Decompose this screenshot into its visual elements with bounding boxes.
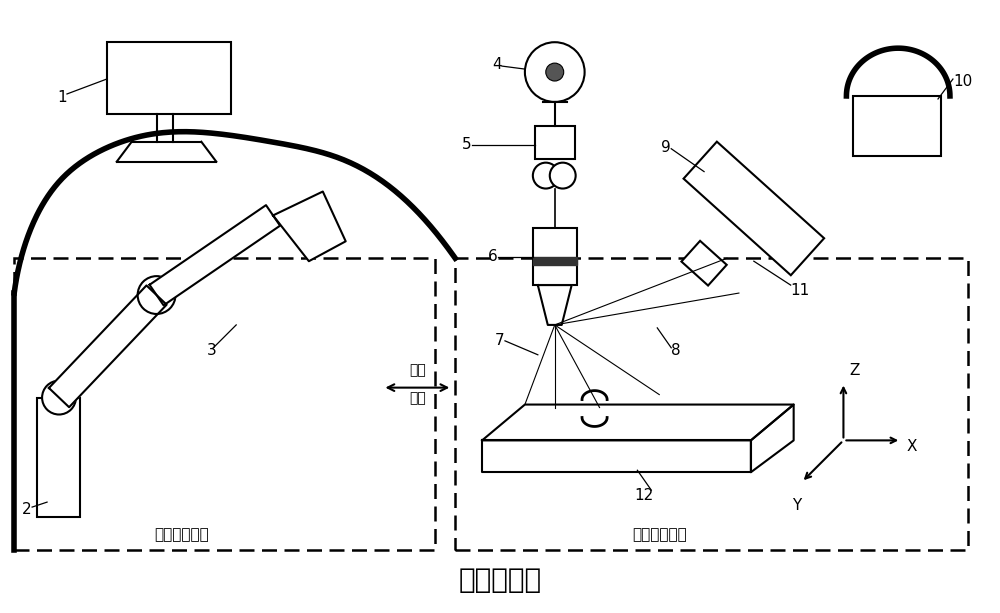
Circle shape [525, 42, 585, 102]
Text: 加工: 加工 [409, 392, 426, 406]
Text: 12: 12 [634, 488, 654, 503]
Polygon shape [273, 191, 346, 261]
FancyBboxPatch shape [533, 229, 577, 285]
Circle shape [550, 162, 576, 189]
Polygon shape [150, 205, 280, 305]
Text: 2: 2 [22, 502, 32, 517]
Text: Z: Z [849, 363, 860, 378]
Text: 3: 3 [206, 343, 216, 358]
Polygon shape [533, 257, 577, 265]
Polygon shape [751, 405, 794, 472]
Text: Y: Y [792, 498, 801, 513]
Text: 增材加工部分: 增材加工部分 [632, 527, 687, 542]
Text: 4: 4 [492, 57, 502, 72]
FancyBboxPatch shape [853, 96, 941, 156]
Polygon shape [49, 286, 167, 407]
Text: 9: 9 [661, 140, 671, 154]
Circle shape [533, 162, 559, 189]
Text: 1: 1 [57, 90, 67, 105]
Circle shape [138, 276, 175, 314]
Circle shape [42, 381, 76, 414]
FancyBboxPatch shape [37, 398, 80, 517]
FancyBboxPatch shape [681, 241, 727, 286]
Text: 8: 8 [671, 343, 681, 358]
Text: 5: 5 [462, 137, 472, 152]
Text: 协同: 协同 [409, 364, 426, 378]
FancyBboxPatch shape [535, 126, 575, 159]
Text: X: X [906, 439, 917, 454]
FancyBboxPatch shape [684, 142, 824, 275]
Text: 11: 11 [791, 283, 810, 298]
Text: 10: 10 [953, 74, 972, 89]
Text: 7: 7 [495, 333, 505, 348]
Text: 减材加工部分: 减材加工部分 [154, 527, 209, 542]
Polygon shape [538, 285, 572, 325]
Polygon shape [482, 440, 751, 472]
Polygon shape [482, 405, 794, 440]
Text: 6: 6 [488, 249, 498, 264]
FancyBboxPatch shape [107, 42, 231, 114]
Text: 真空工作室: 真空工作室 [458, 566, 542, 594]
Circle shape [546, 63, 564, 81]
